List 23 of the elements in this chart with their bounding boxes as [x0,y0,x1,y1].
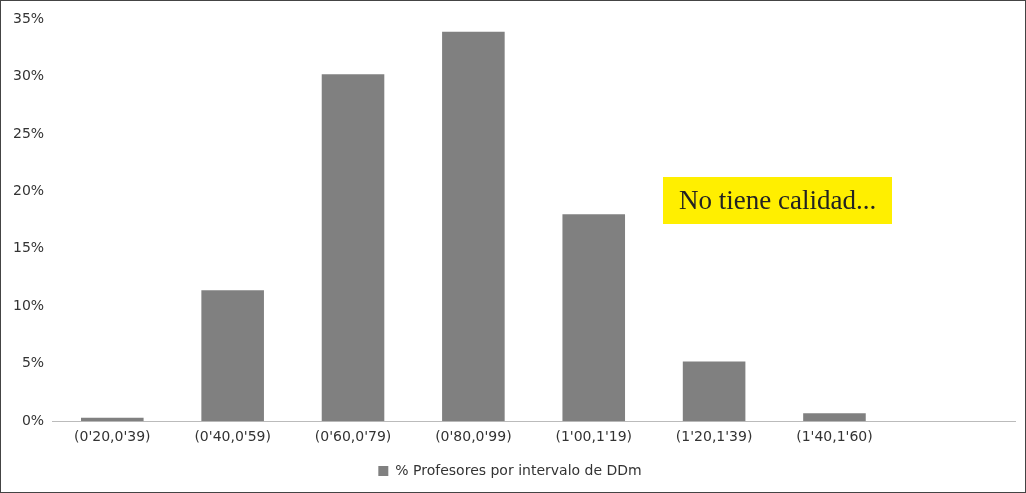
x-tick-label: (0'60,0'79) [314,428,392,445]
bar [803,413,866,422]
y-tick-label: 20% [12,182,45,199]
x-tick-label: (1'00,1'19) [555,428,632,445]
y-tick-label: 35% [12,9,45,26]
bar [562,214,626,422]
y-tick-label: 25% [12,124,45,141]
y-tick-label: 10% [12,296,45,313]
legend-label: % Profesores por intervalo de DDm [395,461,642,478]
x-tick-label: (0'20,0'39) [74,428,151,445]
bar [442,31,505,422]
annotation: No tiene calidad... [663,177,893,224]
y-tick-label: 15% [12,239,45,256]
x-tick-label: (1'40,1'60) [796,428,873,445]
x-tick-label: (1'20,1'39) [675,428,753,445]
bar [321,74,385,422]
x-tick-label: (0'80,0'99) [435,428,512,445]
bar [201,290,264,422]
y-tick-label: 0% [21,411,45,428]
x-tick-label: (0'40,0'59) [194,428,271,445]
y-tick-label: 30% [12,67,45,84]
y-tick-label: 5% [21,354,45,371]
bar [682,361,746,422]
